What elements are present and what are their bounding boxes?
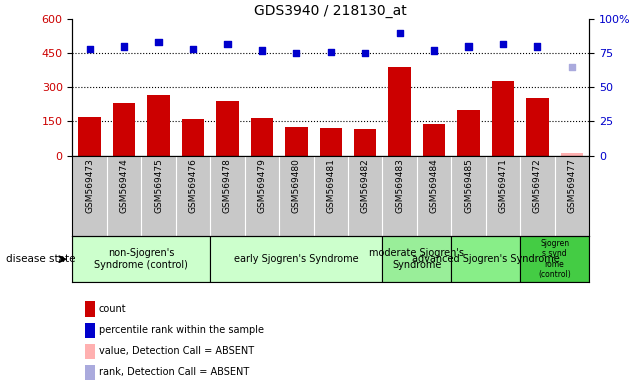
Text: percentile rank within the sample: percentile rank within the sample (99, 325, 264, 335)
Text: GSM569483: GSM569483 (395, 158, 404, 213)
Text: disease state: disease state (6, 254, 76, 264)
Title: GDS3940 / 218130_at: GDS3940 / 218130_at (255, 4, 407, 18)
Bar (147, 95, 169, 156)
Point (394, 30, 404, 36)
Bar (216, 101, 239, 156)
Text: advanced Sjogren's Syndrome: advanced Sjogren's Syndrome (412, 254, 559, 264)
Bar (457, 110, 479, 156)
Point (257, 48, 267, 54)
Point (154, 39, 164, 45)
Text: rank, Detection Call = ABSENT: rank, Detection Call = ABSENT (99, 367, 249, 377)
Bar (561, 153, 583, 156)
Text: early Sjogren's Syndrome: early Sjogren's Syndrome (234, 254, 358, 264)
Bar (210, 236, 382, 282)
Text: GSM569480: GSM569480 (292, 158, 301, 213)
Text: GSM569471: GSM569471 (498, 158, 507, 213)
Bar (451, 236, 520, 282)
Text: GSM569473: GSM569473 (85, 158, 94, 213)
Bar (319, 128, 342, 156)
Bar (354, 129, 376, 156)
Text: GSM569475: GSM569475 (154, 158, 163, 213)
Bar (520, 236, 589, 282)
Text: non-Sjogren's
Syndrome (control): non-Sjogren's Syndrome (control) (94, 248, 188, 270)
Point (222, 41, 232, 47)
Bar (113, 103, 135, 156)
Point (464, 43, 474, 50)
Bar (79, 117, 101, 156)
Point (188, 46, 198, 52)
Bar (251, 118, 273, 156)
Bar (526, 98, 549, 156)
Bar (182, 119, 204, 156)
Text: GSM569478: GSM569478 (223, 158, 232, 213)
Point (429, 48, 439, 54)
Text: GSM569474: GSM569474 (120, 158, 129, 213)
Bar (492, 81, 514, 156)
Bar (423, 124, 445, 156)
Bar (285, 127, 307, 156)
Point (498, 41, 508, 47)
Text: count: count (99, 304, 127, 314)
Point (84, 46, 94, 52)
Point (360, 50, 370, 56)
Text: Sjogren
s synd
rome
(control): Sjogren s synd rome (control) (538, 239, 571, 279)
Bar (389, 67, 411, 156)
Text: GSM569472: GSM569472 (533, 158, 542, 213)
Text: value, Detection Call = ABSENT: value, Detection Call = ABSENT (99, 346, 254, 356)
Text: GSM569482: GSM569482 (361, 158, 370, 213)
Text: moderate Sjogren's
Syndrome: moderate Sjogren's Syndrome (369, 248, 464, 270)
Text: GSM569476: GSM569476 (188, 158, 197, 213)
Bar (72, 236, 210, 282)
Point (119, 43, 129, 50)
Text: GSM569479: GSM569479 (258, 158, 266, 213)
Text: GSM569477: GSM569477 (568, 158, 576, 213)
Text: GSM569481: GSM569481 (326, 158, 335, 213)
Text: GSM569485: GSM569485 (464, 158, 473, 213)
Point (532, 43, 542, 50)
Bar (382, 236, 451, 282)
Point (326, 49, 336, 55)
Text: GSM569484: GSM569484 (430, 158, 438, 213)
Point (291, 50, 301, 56)
Point (567, 64, 577, 70)
